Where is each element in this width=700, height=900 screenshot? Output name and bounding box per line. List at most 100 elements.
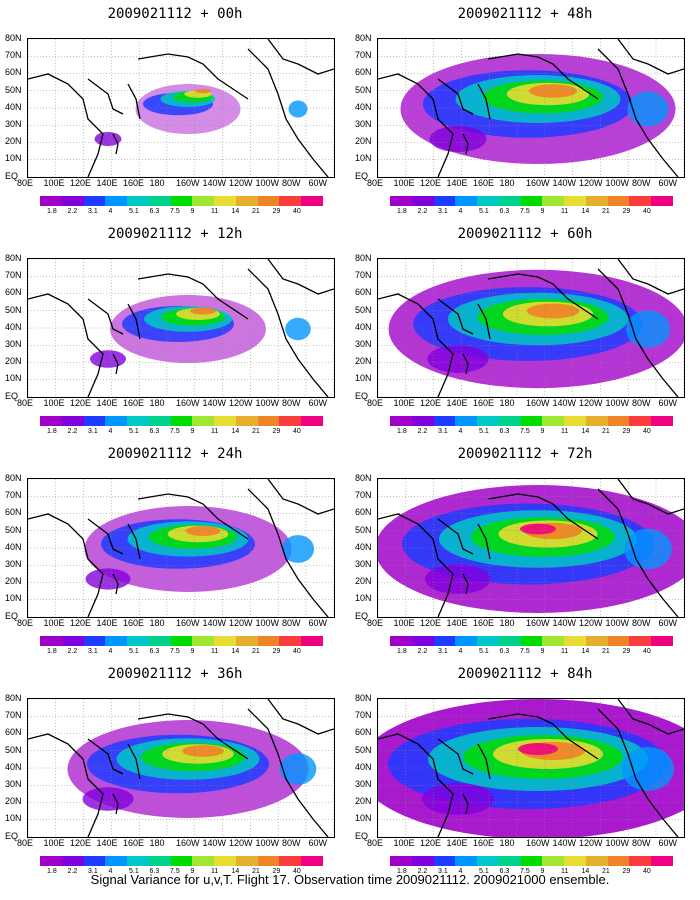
latitude-label: 40N: [5, 321, 22, 332]
latitude-label: 20N: [355, 136, 372, 147]
colorbar-swatch: [214, 416, 236, 426]
variance-map: [27, 478, 335, 618]
colorbar-swatch: [148, 416, 171, 426]
latitude-label: 20N: [5, 576, 22, 587]
longitude-label: 60W: [308, 618, 328, 628]
longitude-label: 100E: [393, 398, 415, 408]
latitude-label: 70N: [355, 50, 372, 61]
colorbar-label: 3.1: [88, 648, 98, 655]
longitude-label: 120E: [70, 838, 92, 848]
longitude-label: 180: [499, 618, 515, 628]
longitude-label: 100W: [605, 618, 630, 628]
colorbar-label: 29: [272, 428, 281, 435]
longitude-label: 120W: [229, 618, 253, 628]
colorbar-swatch: [585, 416, 608, 426]
forecast-panel: 2009021112 + 00h 80N 70N 60N 50N 40N 30N 20N 10N…: [5, 0, 345, 220]
colorbar-swatch: [192, 636, 215, 646]
colorbar: [390, 636, 673, 646]
colorbar-swatch: [498, 636, 521, 646]
latitude-label: 10N: [355, 373, 372, 384]
latitude-label: 20N: [5, 796, 22, 807]
colorbar-label: 6.3: [149, 208, 160, 215]
latitude-label: 80N: [355, 33, 372, 43]
coastline: [477, 743, 491, 780]
colorbar: [390, 856, 673, 866]
coastline: [477, 523, 491, 560]
longitude-label: 180: [149, 398, 165, 408]
variance-contour: [85, 568, 131, 590]
latitude-label: 80N: [355, 253, 372, 263]
colorbar-swatch: [651, 196, 673, 206]
colorbar-swatch: [61, 856, 84, 866]
latitude-label: 30N: [5, 339, 22, 349]
variance-contour: [422, 783, 494, 815]
colorbar-label: 4: [458, 868, 463, 875]
colorbar-swatch: [585, 196, 608, 206]
colorbar-label: 11: [211, 428, 219, 435]
longitude-label: 120W: [229, 178, 253, 188]
colorbar-label: 9: [190, 648, 195, 655]
colorbar-label: 21: [602, 208, 610, 215]
longitude-label: 140E: [96, 618, 118, 628]
colorbar-swatch: [564, 856, 586, 866]
longitude-label: 80E: [17, 618, 34, 628]
colorbar-label: 2.2: [67, 208, 78, 215]
colorbar: [40, 196, 323, 206]
longitude-label: 100W: [255, 178, 280, 188]
colorbar-swatch: [257, 416, 280, 426]
colorbar-swatch: [40, 856, 62, 866]
coastline: [87, 738, 124, 775]
coastline: [437, 78, 474, 115]
colorbar-label: 40: [643, 428, 651, 435]
colorbar-swatch: [235, 196, 258, 206]
variance-contour: [624, 528, 672, 570]
colorbar-label: 21: [252, 648, 260, 655]
colorbar-label: 3.1: [438, 648, 448, 655]
longitude-label: 80W: [282, 618, 301, 628]
colorbar-swatch: [105, 636, 128, 646]
colorbar-swatch: [390, 636, 412, 646]
colorbar-swatch: [390, 416, 412, 426]
variance-contour: [518, 743, 558, 755]
latitude-label: 80N: [355, 693, 372, 703]
colorbar-label: 40: [293, 428, 301, 435]
colorbar-swatch: [170, 196, 193, 206]
coastline: [597, 268, 679, 397]
colorbar-swatch: [170, 636, 193, 646]
coastline: [462, 353, 469, 375]
coastline: [267, 699, 334, 735]
colorbar-swatch: [257, 636, 280, 646]
colorbar-swatch: [83, 196, 106, 206]
colorbar-swatch: [214, 196, 236, 206]
coastline: [87, 298, 124, 335]
longitude-label: 80E: [367, 838, 384, 848]
colorbar-swatch: [301, 416, 323, 426]
colorbar-swatch: [477, 636, 499, 646]
coastline: [112, 353, 119, 375]
colorbar-swatch: [520, 416, 543, 426]
latitude-label: 30N: [355, 339, 372, 349]
latitude-label: 60N: [355, 727, 372, 738]
colorbar-swatch: [40, 196, 62, 206]
latitude-label: 80N: [5, 473, 22, 483]
longitude-label: 100E: [43, 838, 65, 848]
colorbar-label: 21: [602, 648, 610, 655]
colorbar-swatch: [520, 636, 543, 646]
colorbar-swatch: [390, 196, 412, 206]
longitude-label: 100W: [605, 838, 630, 848]
colorbar: [390, 416, 673, 426]
colorbar-swatch: [498, 856, 521, 866]
colorbar-swatch: [192, 416, 215, 426]
colorbar-label: 5.1: [129, 868, 139, 875]
longitude-label: 160W: [176, 838, 200, 848]
longitude-label: 100E: [393, 178, 415, 188]
colorbar-swatch: [564, 416, 586, 426]
coastline: [28, 293, 104, 397]
colorbar-label: 11: [561, 428, 569, 435]
panel-title: 2009021112 + 36h: [107, 666, 243, 682]
coastline: [112, 133, 119, 155]
colorbar-swatch: [433, 856, 456, 866]
colorbar-label: 2.2: [417, 648, 428, 655]
longitude-label: 80W: [632, 178, 651, 188]
colorbar-label: 6.3: [499, 428, 510, 435]
